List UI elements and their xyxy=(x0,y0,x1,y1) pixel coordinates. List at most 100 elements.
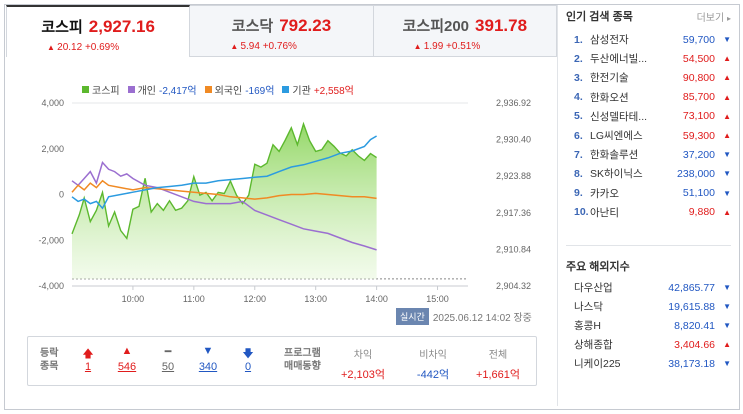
more-link[interactable]: 더보기 ▸ xyxy=(696,12,731,24)
y-left-tick-label: 4,000 xyxy=(41,98,64,108)
tab-change-value: 20.12 +0.69% xyxy=(57,42,120,53)
rank-number: 10. xyxy=(574,206,589,219)
index-tabs: 코스피 2,927.16 ▲ 20.12 +0.69% 코스닥 792.23 ▲ 5.94… xyxy=(6,5,557,57)
breadth-item[interactable]: 🡇 0 xyxy=(236,345,260,373)
down-triangle-icon: ▼ xyxy=(723,150,731,160)
legend-item[interactable]: 외국인 -169억 xyxy=(204,82,275,97)
rank-number: 8. xyxy=(574,167,583,180)
stock-price: 59,300 xyxy=(682,129,715,142)
legend-label: 외국인 xyxy=(214,86,243,97)
stock-name: 한화오션 xyxy=(590,91,629,104)
y-right-tick-label: 2,917.36 xyxy=(496,208,531,218)
index-price: 19,615.88 xyxy=(668,300,715,313)
breadth-item[interactable]: ━ 50 xyxy=(156,345,180,373)
breadth-count: 546 xyxy=(117,361,137,373)
realtime-badge[interactable]: 실시간 xyxy=(396,308,429,325)
popular-row[interactable]: 7. 한화솔루션 37,200 ▼ xyxy=(566,145,731,164)
x-tick-label: 10:00 xyxy=(122,294,145,304)
y-left-tick-label: -4,000 xyxy=(38,281,64,291)
popular-row[interactable]: 2. 두산에너빌... 54,500 ▲ xyxy=(566,49,731,68)
rank-number: 1. xyxy=(574,33,583,46)
tab-change-value: 5.94 +0.76% xyxy=(240,41,297,52)
x-tick-label: 12:00 xyxy=(244,294,267,304)
breadth-arrow-icon: 🡅 xyxy=(82,348,94,360)
up-triangle-icon: ▲ xyxy=(723,73,731,83)
up-triangle-icon: ▲ xyxy=(723,340,731,349)
tab-index-2[interactable]: 코스피200 391.78 ▲ 1.99 +0.51% xyxy=(373,5,557,57)
legend-label: 코스피 xyxy=(92,86,120,97)
breadth-count: 340 xyxy=(198,361,218,373)
breadth-item[interactable]: ▲ 546 xyxy=(115,345,139,373)
legend-value: +2,558억 xyxy=(313,86,354,97)
program-label-1: 프로그램 xyxy=(284,348,321,359)
popular-row[interactable]: 10. 아난티 9,880 ▲ xyxy=(566,203,731,222)
stock-price: 238,000 xyxy=(677,167,715,180)
series-line-1 xyxy=(71,161,377,251)
y-right-tick-label: 2,904.32 xyxy=(496,281,531,291)
up-arrow-icon: ▲ xyxy=(230,42,241,51)
overseas-row[interactable]: 상해종합 3,404.66 ▲ xyxy=(566,335,731,354)
stock-name: 두산에너빌... xyxy=(590,53,648,66)
legend-swatch xyxy=(127,86,135,93)
legend-item[interactable]: 기관 +2,558억 xyxy=(282,82,354,97)
index-name: 홍콩H xyxy=(574,320,601,332)
tab-price: 792.23 xyxy=(279,16,332,35)
tab-price: 391.78 xyxy=(475,16,528,35)
overseas-row[interactable]: 다우산업 42,865.77 ▼ xyxy=(566,278,731,297)
stock-price: 37,200 xyxy=(682,148,715,161)
legend-item[interactable]: 개인 -2,417억 xyxy=(127,82,197,97)
stock-name: 삼성전자 xyxy=(590,34,629,47)
popular-row[interactable]: 3. 한전기술 90,800 ▲ xyxy=(566,68,731,87)
index-price: 42,865.77 xyxy=(668,281,715,294)
x-tick-label: 13:00 xyxy=(304,294,327,304)
rank-number: 4. xyxy=(574,91,583,104)
tab-change: ▲ 5.94 +0.76% xyxy=(190,41,372,52)
popular-row[interactable]: 1. 삼성전자 59,700 ▼ xyxy=(566,30,731,49)
overseas-indices: 주요 해외지수 다우산업 42,865.77 ▼ 나스닥 19,615.88 ▼ 홍콩H 8,… xyxy=(566,258,731,373)
overseas-row[interactable]: 홍콩H 8,820.41 ▼ xyxy=(566,316,731,335)
program-col: 전체 +1,661억 xyxy=(458,346,538,382)
tab-index-1[interactable]: 코스닥 792.23 ▲ 5.94 +0.76% xyxy=(190,5,374,57)
down-triangle-icon: ▼ xyxy=(723,283,731,292)
rank-number: 9. xyxy=(574,187,583,200)
popular-row[interactable]: 8. SK하이닉스 238,000 ▼ xyxy=(566,164,731,183)
tab-price: 2,927.16 xyxy=(88,17,155,36)
program-col-head: 차익 xyxy=(353,350,373,361)
tab-name: 코스피 xyxy=(41,19,83,36)
rank-number: 7. xyxy=(574,148,583,161)
tab-index-0[interactable]: 코스피 2,927.16 ▲ 20.12 +0.69% xyxy=(6,5,191,57)
up-triangle-icon: ▲ xyxy=(723,131,731,141)
x-tick-label: 11:00 xyxy=(183,294,205,304)
stock-name: 아난티 xyxy=(590,206,619,219)
down-triangle-icon: ▼ xyxy=(723,169,731,179)
program-label-2: 매매동향 xyxy=(284,361,321,372)
legend-swatch xyxy=(204,86,212,93)
y-left-tick-label: 0 xyxy=(59,190,64,200)
stock-name: 한전기술 xyxy=(590,72,629,85)
legend-value: -169억 xyxy=(245,86,275,97)
legend-item[interactable]: 코스피 xyxy=(82,82,120,97)
up-triangle-icon: ▲ xyxy=(723,54,731,64)
program-col-value: +2,103억 xyxy=(340,369,386,381)
tab-name: 코스피200 xyxy=(402,18,470,35)
popular-row[interactable]: 9. 카카오 51,100 ▼ xyxy=(566,184,731,203)
breadth-item[interactable]: 🡅 1 xyxy=(76,345,100,373)
breadth-arrow-icon: ━ xyxy=(164,346,172,358)
breadth-count: 50 xyxy=(161,361,175,373)
rank-number: 5. xyxy=(574,110,583,123)
series-line-2 xyxy=(71,179,377,200)
up-arrow-icon: ▲ xyxy=(47,43,58,52)
overseas-row[interactable]: 나스닥 19,615.88 ▼ xyxy=(566,297,731,316)
index-chart: 4,000 2,000 0 -2,000 -4,000 2,936.92 2,930.40 2… xyxy=(6,95,557,325)
timestamp: 실시간 2025.06.12 14:02 장중 xyxy=(396,308,532,325)
popular-row[interactable]: 5. 신성델타테... 73,100 ▲ xyxy=(566,107,731,126)
popular-row[interactable]: 4. 한화오션 85,700 ▲ xyxy=(566,88,731,107)
breadth-item[interactable]: ▼ 340 xyxy=(196,345,220,373)
stock-price: 59,700 xyxy=(682,33,715,46)
overseas-row[interactable]: 니케이225 38,173.18 ▼ xyxy=(566,354,731,373)
x-tick-label: 15:00 xyxy=(426,294,449,304)
index-price: 3,404.66 xyxy=(674,338,715,351)
popular-row[interactable]: 6. LG씨엔에스 59,300 ▲ xyxy=(566,126,731,145)
index-price: 8,820.41 xyxy=(674,319,715,332)
stock-price: 9,880 xyxy=(688,206,715,219)
